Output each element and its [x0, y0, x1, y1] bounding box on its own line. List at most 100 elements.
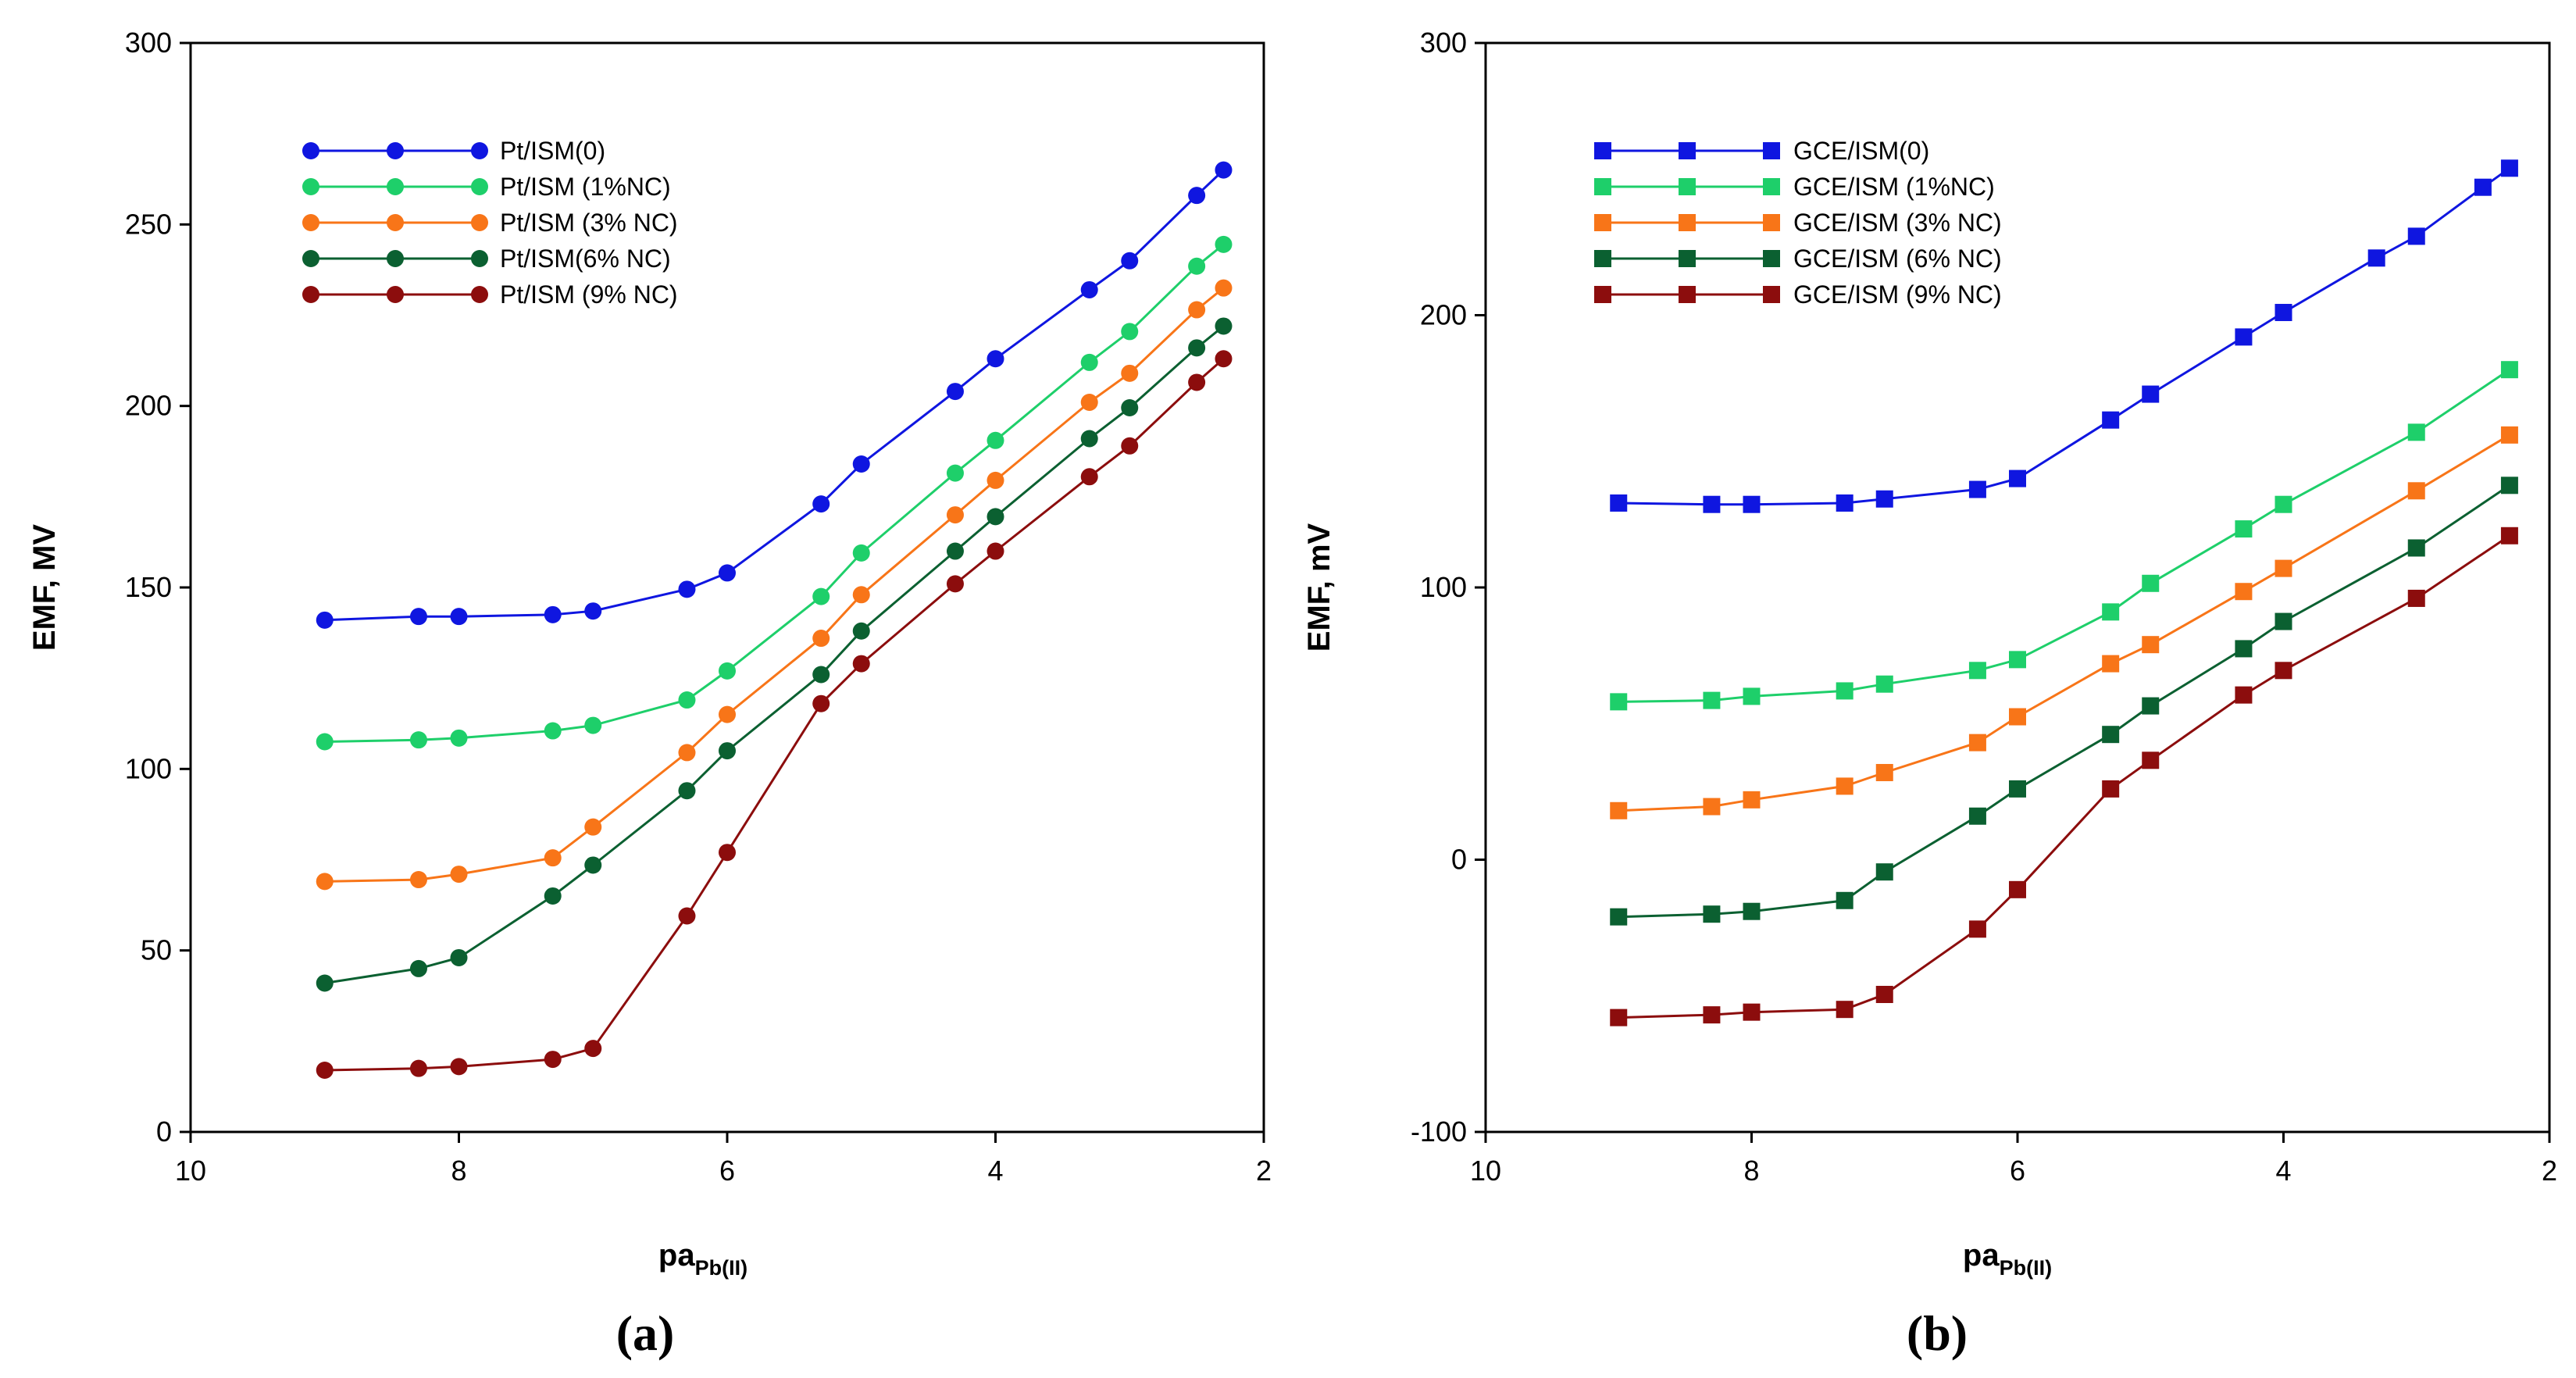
panel-b-data-point: [1968, 662, 1986, 680]
panel-b-x-tick-label: 2: [2542, 1155, 2557, 1187]
panel-a-y-tick-label: 100: [125, 752, 172, 784]
panel-b-chart: -100 0 100 200 300 10 8 6 4 2 GCE/ISM(0) GCE/ISM …: [1302, 27, 2557, 1361]
panel-b-data-point: [2500, 527, 2518, 544]
panel-a-y-tick-label: 0: [156, 1116, 172, 1148]
panel-b-y-tick-label: 200: [1420, 299, 1467, 331]
panel-b-data-point: [2102, 411, 2120, 429]
panel-a-data-point: [987, 350, 1004, 368]
panel-b-data-point: [2102, 726, 2120, 744]
panel-a-data-point: [450, 729, 468, 747]
panel-b-legend-label: GCE/ISM (6% NC): [1793, 245, 2002, 273]
panel-b-label: (b): [1907, 1305, 1968, 1361]
panel-b-data-point: [2407, 589, 2425, 607]
panel-b-series-line-2: [1618, 434, 2510, 812]
panel-b-data-point: [1703, 905, 1721, 923]
panel-a-data-point: [719, 705, 736, 723]
panel-a-legend-label: Pt/ISM (1%NC): [500, 173, 671, 201]
panel-b-legend-marker: [1763, 178, 1780, 195]
panel-b-data-point: [2275, 559, 2292, 577]
panel-b-data-point: [1875, 863, 1893, 881]
panel-b-data-point: [2009, 708, 2026, 726]
panel-a-data-point: [852, 622, 870, 640]
panel-a-data-point: [544, 849, 562, 867]
panel-b-data-point: [1610, 908, 1628, 926]
panel-a-data-point: [678, 782, 696, 800]
panel-a-x-axis-title: paPb(II): [658, 1238, 747, 1280]
panel-a-data-point: [852, 455, 870, 473]
panel-b-data-point: [2407, 539, 2425, 557]
panel-a-data-point: [1080, 430, 1098, 448]
panel-b-x-tick-label: 4: [2275, 1155, 2291, 1187]
panel-a-series-line-3: [324, 325, 1225, 984]
panel-b-x-tick-label: 10: [1470, 1155, 1501, 1187]
panel-b-data-point: [2142, 574, 2160, 592]
panel-a-data-point: [409, 608, 427, 626]
panel-a-data-point: [450, 608, 468, 626]
panel-a-x-axis-main: pa: [658, 1238, 695, 1273]
panel-a-legend-marker: [302, 142, 319, 159]
panel-a-data-point: [544, 887, 562, 905]
panel-a-data-point: [544, 605, 562, 623]
panel-a-data-point: [1188, 257, 1206, 275]
panel-a-legend-label: Pt/ISM(6% NC): [500, 245, 671, 273]
panel-b-data-point: [1610, 693, 1628, 711]
panel-b-data-point: [2500, 361, 2518, 379]
panel-b-data-point: [2275, 662, 2292, 680]
panel-a-legend-marker: [471, 142, 488, 159]
panel-a-data-point: [1121, 364, 1139, 382]
panel-a-data-point: [1215, 161, 1233, 179]
panel-a-data-point: [719, 662, 736, 680]
panel-a-data-point: [409, 731, 427, 749]
panel-a-series-line-2: [324, 287, 1225, 883]
panel-a-data-point: [584, 1040, 602, 1058]
panel-a-data-point: [450, 1058, 468, 1076]
panel-b-x-axis-main: pa: [1963, 1238, 2000, 1273]
panel-a-data-point: [409, 959, 427, 977]
panel-b-data-point: [2142, 697, 2160, 715]
panel-b-data-point: [1743, 902, 1761, 920]
panel-a-data-point: [1080, 468, 1098, 486]
panel-a-data-point: [544, 1051, 562, 1069]
panel-b-data-point: [1968, 480, 1986, 498]
panel-a-legend-label: Pt/ISM(0): [500, 137, 605, 165]
panel-a-legend-marker: [302, 214, 319, 231]
panel-a-data-point: [1188, 373, 1206, 391]
panel-a-legend-label: Pt/ISM (3% NC): [500, 209, 678, 237]
panel-b-legend-label: GCE/ISM (9% NC): [1793, 280, 2002, 309]
panel-a-data-point: [1215, 350, 1233, 368]
panel-a-data-point: [1188, 339, 1206, 357]
panel-a-data-point: [812, 694, 830, 712]
panel-a-y-tick-label: 250: [125, 208, 172, 240]
panel-b-data-point: [2235, 686, 2253, 704]
panel-a-legend-marker: [387, 178, 404, 195]
panel-a-data-point: [987, 471, 1004, 489]
panel-a-legend-marker: [387, 142, 404, 159]
panel-a-legend-marker: [471, 286, 488, 303]
panel-b-legend-marker: [1594, 286, 1611, 303]
panel-a-data-point: [678, 744, 696, 762]
panel-b-data-point: [2407, 227, 2425, 245]
panel-a-data-point: [946, 464, 964, 482]
panel-b-data-point: [1875, 763, 1893, 781]
panel-a-data-point: [1080, 394, 1098, 412]
panel-a-data-point: [544, 722, 562, 740]
panel-a-data-point: [316, 1062, 334, 1080]
panel-a-data-point: [987, 542, 1004, 560]
panel-b-legend-label: GCE/ISM (1%NC): [1793, 173, 1995, 201]
panel-a-data-point: [1121, 398, 1139, 416]
panel-b-data-point: [2102, 780, 2120, 798]
panel-a-data-point: [1080, 353, 1098, 371]
panel-b-legend-marker: [1763, 214, 1780, 231]
panel-a-data-point: [1188, 301, 1206, 319]
panel-a-data-point: [812, 630, 830, 648]
panel-b-data-point: [1836, 891, 1854, 909]
panel-b-data-point: [1836, 494, 1854, 512]
panel-a-data-point: [946, 383, 964, 401]
panel-b-data-point: [2235, 328, 2253, 346]
panel-b-x-tick-label: 8: [1743, 1155, 1759, 1187]
panel-b-legend-marker: [1594, 178, 1611, 195]
panel-b-x-axis-title: paPb(II): [1963, 1238, 2052, 1280]
panel-a-data-point: [409, 1059, 427, 1077]
panel-a-y-tick-label: 150: [125, 571, 172, 603]
panel-b-data-point: [1743, 1003, 1761, 1021]
